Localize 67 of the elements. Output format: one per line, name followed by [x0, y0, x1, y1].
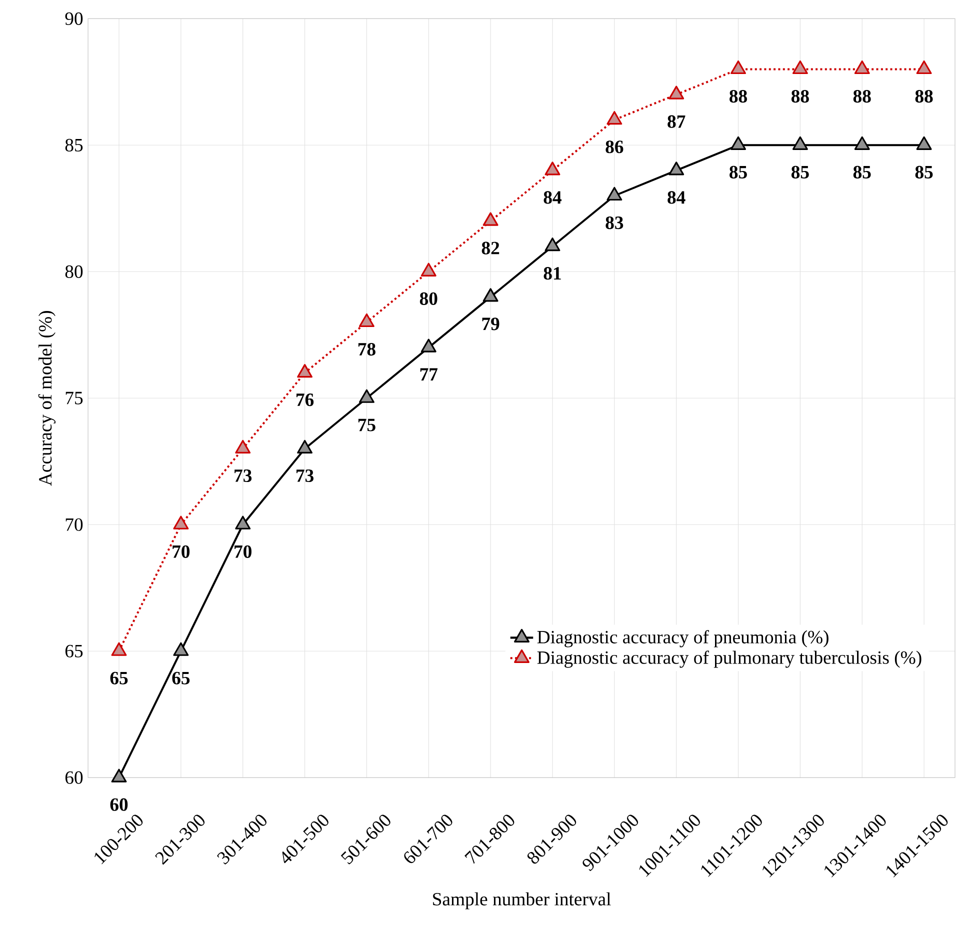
point	[297, 440, 313, 454]
data-label: 79	[482, 318, 500, 330]
point	[111, 768, 127, 782]
point	[792, 60, 808, 74]
data-label: 81	[544, 267, 561, 280]
data-label: 70	[234, 545, 252, 558]
point	[606, 111, 622, 125]
data-label: 84	[668, 191, 686, 204]
data-label: 65	[110, 672, 128, 684]
data-label: 88	[915, 90, 933, 103]
legend-label: Diagnostic accuracy of pulmonary tuberculosis (%)	[537, 650, 922, 668]
data-label: 88	[853, 90, 871, 103]
data-label: 60	[110, 798, 128, 811]
data-label: 85	[730, 166, 747, 178]
point	[482, 288, 498, 302]
data-label: 83	[606, 216, 624, 230]
data-label: 76	[296, 394, 314, 406]
y-tick-label: 70	[66, 518, 83, 531]
data-label: 84	[544, 191, 562, 204]
point	[792, 136, 808, 150]
data-label: 80	[420, 292, 438, 305]
point	[544, 162, 560, 176]
x-axis-title: Sample number interval	[433, 892, 611, 910]
point	[235, 516, 251, 530]
point	[916, 60, 932, 74]
y-tick-label: 60	[65, 771, 83, 784]
data-label: 70	[172, 545, 190, 558]
data-label: 73	[234, 469, 252, 482]
y-tick-label: 90	[65, 12, 83, 25]
legend-label: Diagnostic accuracy of pneumonia (%)	[537, 630, 828, 648]
y-tick-label: 85	[65, 138, 83, 152]
point	[854, 60, 870, 74]
data-label: 88	[791, 90, 809, 103]
data-label: 85	[853, 166, 871, 178]
data-label: 88	[730, 90, 747, 103]
data-label: 75	[358, 418, 376, 432]
y-tick-label: 65	[65, 644, 83, 658]
data-label: 65	[172, 672, 190, 684]
point	[544, 238, 560, 252]
y-tick-label: 75	[66, 392, 83, 404]
point	[668, 86, 684, 100]
data-label: 78	[358, 342, 376, 356]
point	[173, 642, 189, 656]
point	[358, 389, 374, 403]
y-axis-title: Accuracy of model (%)	[38, 311, 56, 486]
point	[730, 136, 746, 150]
data-label: 87	[668, 115, 686, 128]
data-label: 85	[915, 166, 933, 178]
point	[606, 186, 622, 201]
point	[916, 136, 932, 150]
y-tick-label: 80	[65, 265, 83, 278]
point	[358, 313, 374, 328]
point	[297, 364, 313, 378]
point	[482, 212, 498, 226]
point	[420, 262, 436, 276]
data-label: 86	[606, 140, 624, 154]
point	[854, 136, 870, 150]
point	[420, 338, 436, 352]
point	[668, 162, 684, 176]
data-label: 77	[420, 368, 438, 380]
point	[173, 516, 189, 530]
data-label: 85	[791, 166, 809, 178]
point	[730, 60, 746, 74]
data-label: 82	[482, 242, 500, 254]
data-label: 73	[296, 469, 314, 482]
point	[235, 440, 251, 454]
point	[111, 642, 127, 656]
